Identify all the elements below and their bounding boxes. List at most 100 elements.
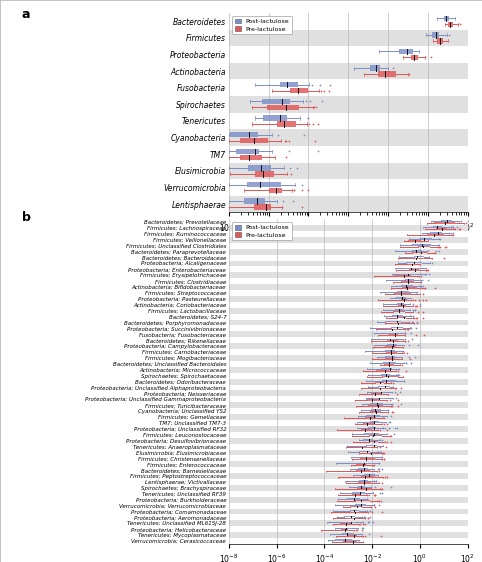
Bar [243,198,265,204]
Point [413,301,420,310]
Point [371,490,378,499]
Bar [350,510,359,511]
Point [366,512,374,521]
Point [412,323,420,332]
Point [358,524,365,533]
Point [411,352,418,361]
Bar [359,481,368,482]
Point [415,296,423,305]
Bar [396,297,406,299]
Point [411,296,419,305]
Bar [229,273,468,278]
Point [305,120,313,129]
Bar [229,237,468,243]
Legend: Post-lactulose, Pre-lactulose: Post-lactulose, Pre-lactulose [232,223,292,241]
Point [422,270,429,279]
Point [393,390,401,399]
Legend: Post-lactulose, Pre-lactulose: Post-lactulose, Pre-lactulose [232,16,292,34]
Point [404,325,412,334]
Point [380,449,388,458]
Point [388,407,396,416]
Bar [363,423,375,425]
Bar [392,315,403,316]
Point [427,53,434,62]
Point [386,396,393,405]
Point [394,366,402,375]
Bar [357,488,372,490]
Bar [409,269,419,271]
Point [415,307,422,316]
Bar [358,486,365,488]
Point [357,520,364,529]
X-axis label: Read Abundance (%): Read Abundance (%) [304,237,392,246]
Point [358,525,366,534]
Text: a: a [22,8,30,21]
Bar [397,317,406,319]
Point [417,282,425,291]
Point [455,20,463,29]
Bar [371,393,381,395]
Point [383,437,391,446]
Point [404,337,412,346]
Point [326,80,334,89]
Bar [386,352,397,354]
Point [298,203,306,212]
Point [365,490,373,499]
Point [413,288,421,297]
Bar [414,256,424,257]
Point [352,525,360,534]
Point [392,384,400,393]
Point [407,329,415,338]
Bar [410,257,424,259]
Bar [399,49,413,54]
Bar [229,497,468,502]
Bar [240,155,262,160]
Bar [412,250,422,252]
Bar [342,533,354,535]
Bar [335,540,351,541]
Bar [402,287,417,289]
Point [390,429,398,438]
Point [378,435,386,444]
Bar [269,188,282,193]
Bar [381,374,390,375]
Point [361,532,369,541]
Point [391,388,399,397]
Point [389,64,397,72]
Point [385,418,392,427]
Bar [405,268,421,269]
Bar [229,379,468,384]
Point [360,512,368,521]
Bar [383,362,396,364]
Point [385,406,392,415]
Point [412,331,419,340]
Bar [385,356,395,358]
Bar [236,148,259,154]
Point [380,455,388,464]
Bar [369,441,378,442]
Bar [378,71,396,77]
Bar [352,492,365,494]
Point [413,317,421,326]
Bar [412,244,431,246]
Point [462,219,470,228]
Bar [229,450,468,455]
Point [406,355,414,364]
Point [285,136,293,145]
Point [399,360,406,369]
Bar [248,165,271,170]
Bar [356,470,370,472]
Point [374,465,381,474]
Point [442,242,450,251]
Point [371,461,378,470]
Point [419,307,427,316]
Point [364,514,372,523]
Point [319,97,326,106]
Point [421,283,429,292]
Bar [363,439,373,441]
Point [302,97,309,106]
Point [370,500,378,509]
Point [380,455,388,464]
Point [423,266,430,275]
Point [437,242,444,251]
